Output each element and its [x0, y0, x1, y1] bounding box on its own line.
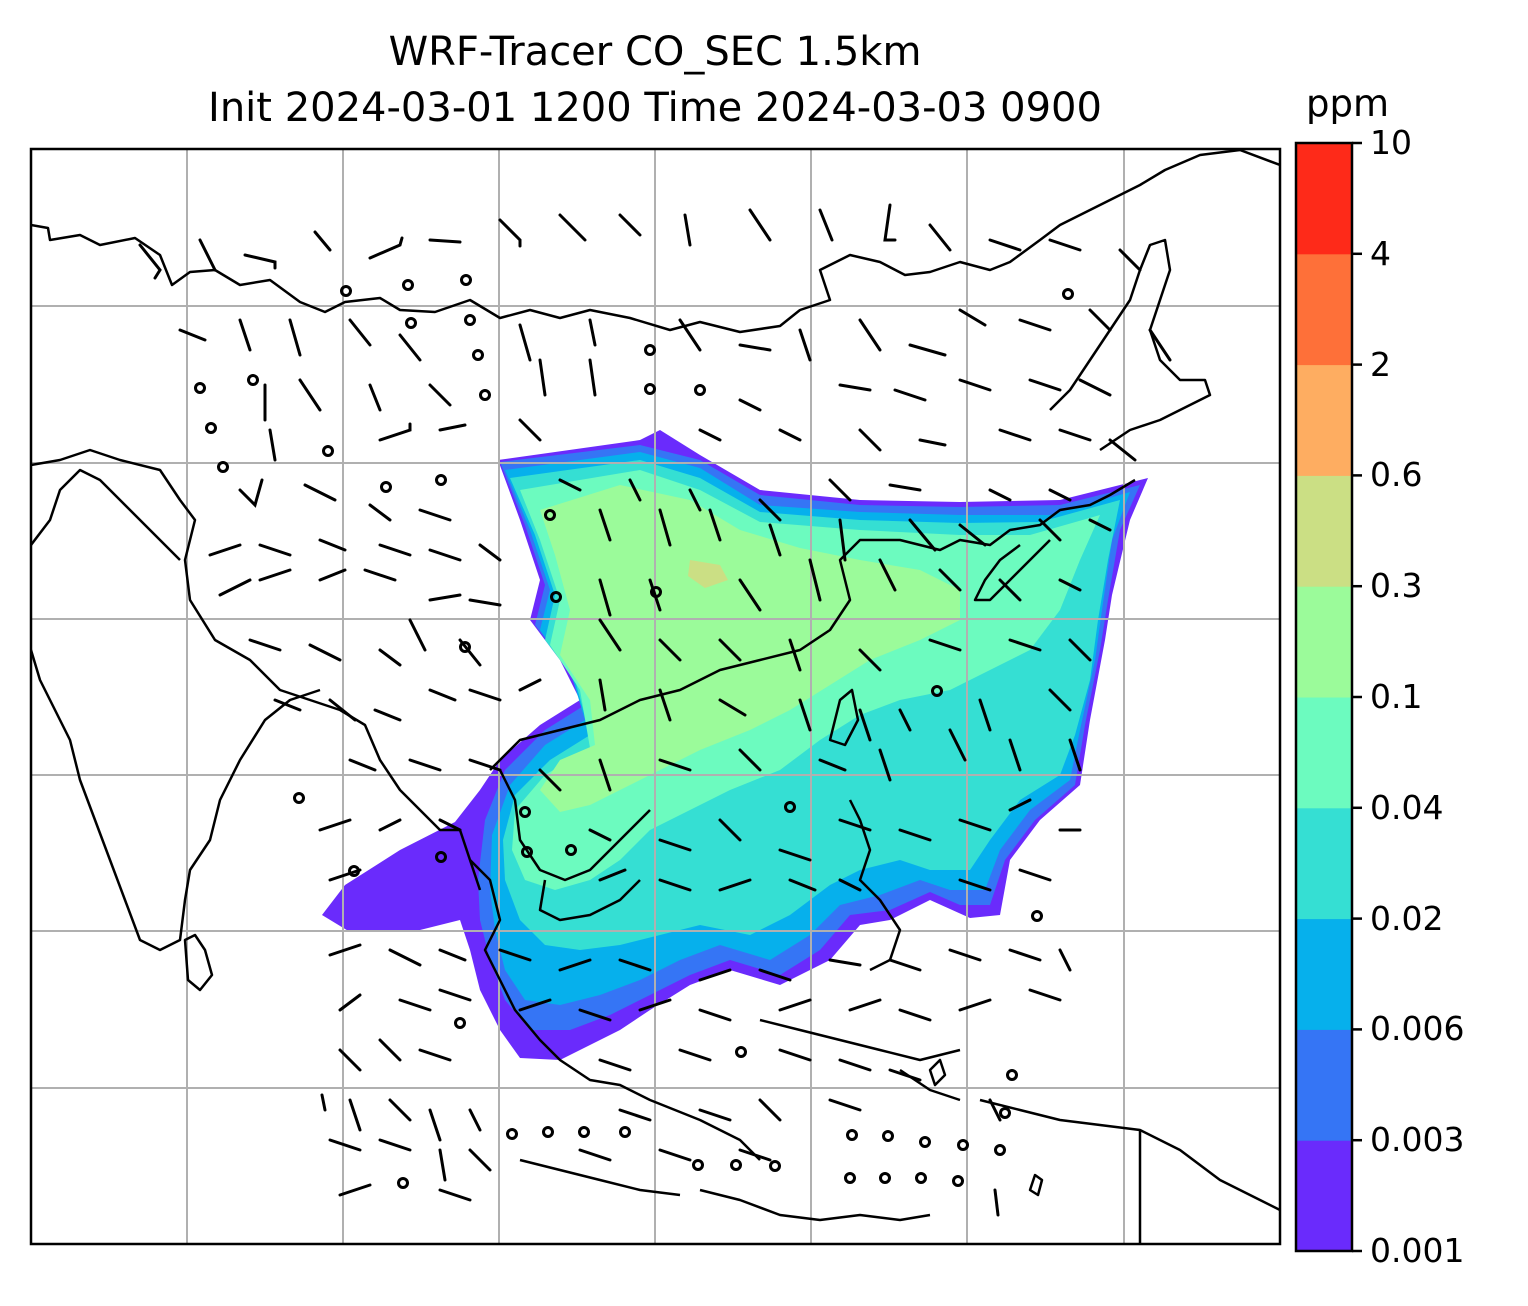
- colorbar-segment: [1296, 807, 1352, 920]
- colorbar-tick-label: 0.04: [1370, 787, 1444, 827]
- map-title-line-1: WRF-Tracer CO_SEC 1.5km: [388, 29, 922, 75]
- colorbar-tick-label: 0.02: [1370, 898, 1444, 938]
- colorbar-segment: [1296, 1029, 1352, 1141]
- wind-barbs: [138, 203, 1172, 1217]
- colorbar-tick-label: 4: [1370, 233, 1391, 273]
- co-field-0.3: [688, 560, 728, 588]
- colorbar-tick-label: 0.3: [1370, 566, 1423, 606]
- colorbar-tick-label: 0.6: [1370, 455, 1423, 495]
- map-frame: [29, 147, 1282, 1246]
- colorbar-segment: [1296, 143, 1352, 255]
- colorbar-tick-label: 0.001: [1370, 1231, 1465, 1270]
- colorbar: [1294, 141, 1362, 1253]
- map-title-line-2: Init 2024-03-01 1200 Time 2024-03-03 090…: [208, 85, 1102, 131]
- colorbar-segment: [1296, 697, 1352, 809]
- colorbar-segment: [1296, 918, 1352, 1030]
- colorbar-unit-label: ppm: [1306, 82, 1390, 125]
- colorbar-tick-label: 0.003: [1370, 1120, 1465, 1160]
- calm-wind-markers: [194, 274, 1074, 1189]
- colorbar-segment: [1296, 253, 1352, 366]
- colorbar-segment: [1296, 586, 1352, 698]
- colorbar-segment: [1296, 364, 1352, 476]
- colorbar-tick-label: 10: [1370, 123, 1412, 162]
- colorbar-segment: [1296, 1140, 1352, 1252]
- colorbar-tick-label: 0.1: [1370, 677, 1423, 716]
- coastlines-and-borders: [31, 149, 1280, 1244]
- colorbar-tick-label: 0.006: [1370, 1009, 1465, 1049]
- co-tracer-field: [322, 430, 1148, 1060]
- colorbar-tick-label: 2: [1370, 344, 1391, 384]
- colorbar-segment: [1296, 475, 1352, 587]
- map-plot-area: [31, 149, 1280, 1244]
- co-field-0.1: [540, 485, 960, 812]
